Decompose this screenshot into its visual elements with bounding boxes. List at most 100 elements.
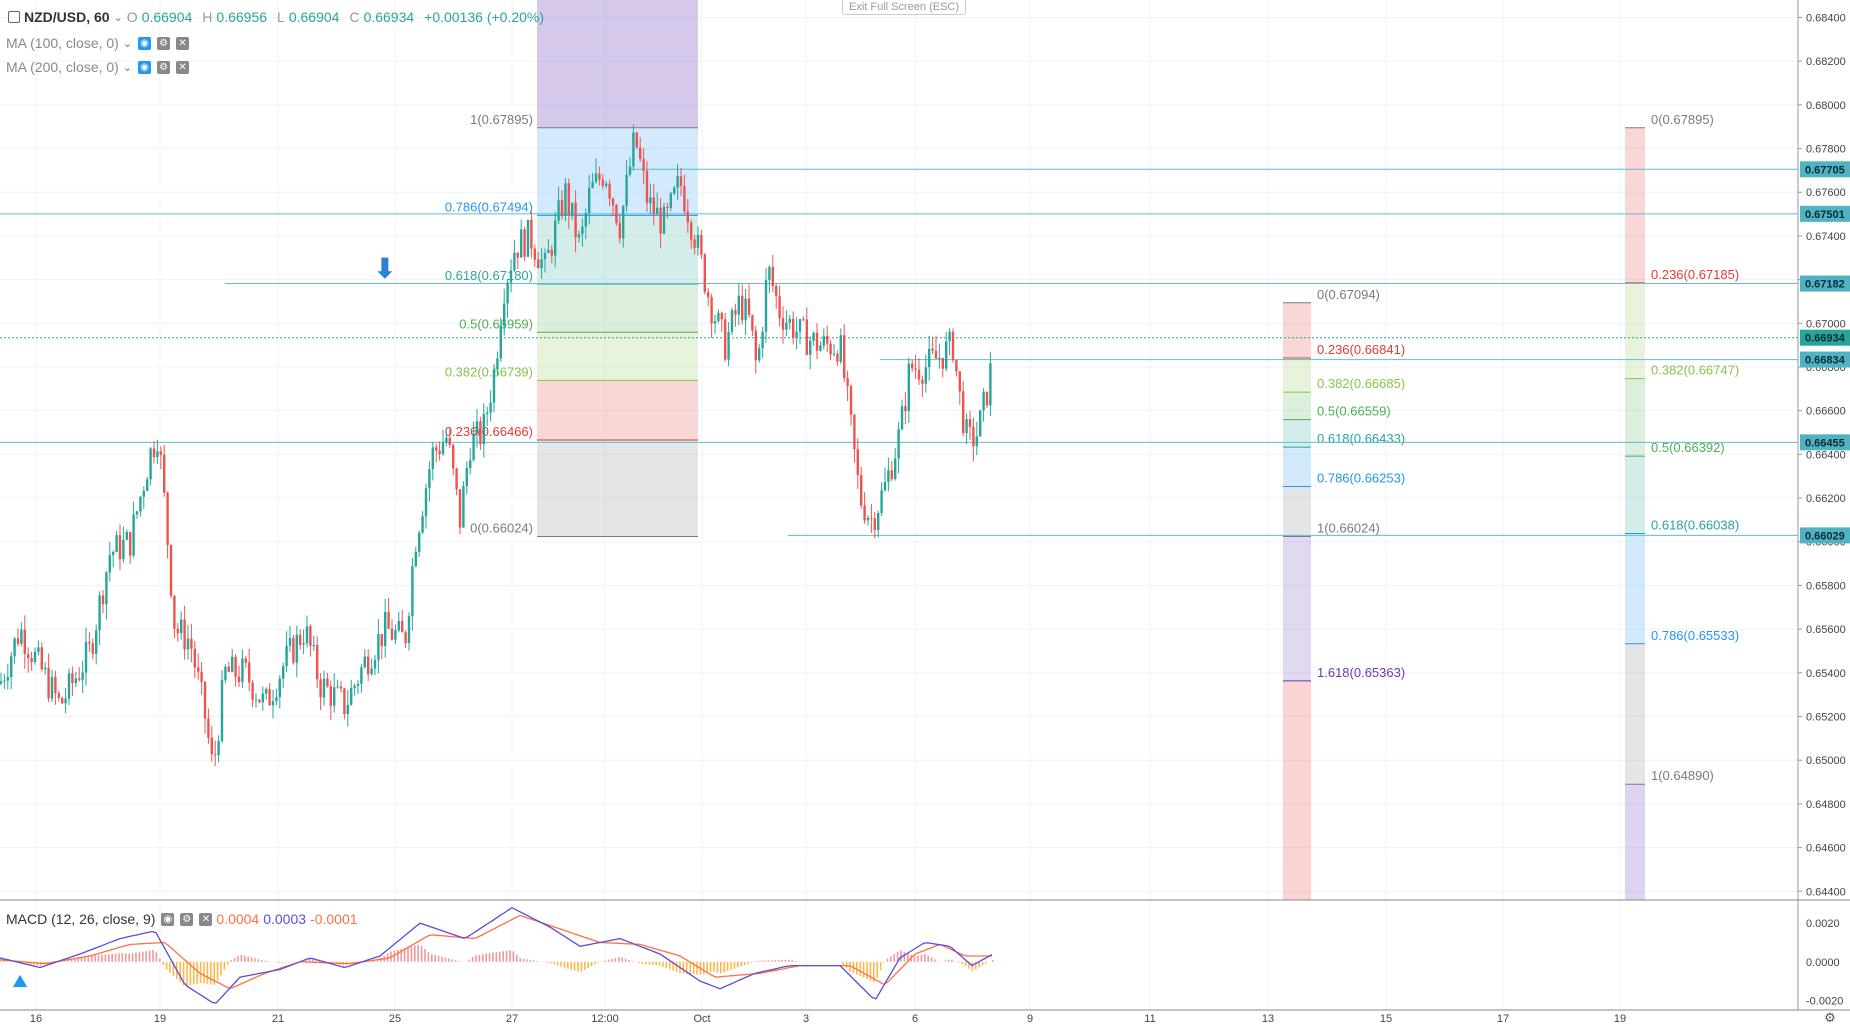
candle-body — [659, 207, 662, 234]
candle-body — [557, 200, 560, 221]
candle-body — [203, 682, 207, 719]
candle-body — [125, 531, 128, 540]
chevron-down-icon[interactable]: ⌄ — [113, 11, 123, 24]
fib-band — [537, 283, 698, 333]
ma200-label[interactable]: MA (200, close, 0) — [6, 59, 119, 75]
candle-body — [771, 267, 774, 286]
ma100-legend[interactable]: MA (100, close, 0) ⌄ ◉ ⚙ ✕ — [6, 35, 190, 51]
candle-body — [380, 633, 383, 647]
macd-tick-label: 0.0000 — [1806, 957, 1840, 969]
price-tick-label: 0.67800 — [1806, 144, 1846, 156]
candle-body — [441, 442, 445, 455]
candle-body — [904, 406, 907, 412]
close-icon[interactable]: ✕ — [176, 36, 190, 50]
candle-body — [839, 335, 842, 362]
fib-band — [1625, 533, 1645, 644]
macd-label[interactable]: MACD (12, 26, close, 9) — [6, 911, 156, 927]
candle-body — [411, 566, 414, 617]
candle-body — [778, 296, 781, 319]
collapse-icon[interactable] — [8, 11, 20, 23]
candle-body — [870, 517, 873, 519]
fib-level-label: 0.382(0.66747) — [1651, 363, 1739, 378]
eye-icon[interactable]: ◉ — [138, 60, 152, 74]
fib-level-label: 1(0.64890) — [1651, 768, 1714, 783]
candle-body — [200, 671, 203, 683]
candle-body — [849, 386, 853, 415]
fib-level-label: 0.236(0.66466) — [445, 424, 533, 439]
eye-icon[interactable]: ◉ — [138, 36, 152, 50]
candle-body — [479, 421, 482, 445]
candle-body — [152, 448, 156, 458]
candle-body — [812, 332, 815, 341]
symbol-legend: NZD/USD, 60 ⌄ O 0.66904 H 0.66956 L 0.66904… — [6, 9, 544, 25]
eye-icon[interactable]: ◉ — [161, 912, 175, 926]
price-tag-label: 0.66029 — [1805, 530, 1845, 542]
candle-body — [951, 331, 955, 361]
candle-body — [877, 513, 880, 531]
macd-tick-label: 0.0020 — [1806, 918, 1840, 930]
candle-body — [571, 202, 574, 215]
price-tick-label: 0.65200 — [1806, 712, 1846, 724]
candle-body — [537, 259, 540, 269]
candle-body — [941, 357, 944, 369]
candle-body — [407, 616, 411, 644]
gear-icon[interactable]: ⚙ — [180, 912, 194, 926]
candle-body — [105, 572, 108, 605]
candle-body — [897, 429, 900, 459]
macd-legend[interactable]: MACD (12, 26, close, 9) ◉ ⚙ ✕ 0.0004 0.0… — [6, 911, 358, 927]
candle-body — [860, 474, 863, 506]
candle-body — [533, 248, 536, 260]
candle-body — [656, 207, 659, 215]
candle-body — [880, 490, 883, 514]
chevron-down-icon[interactable]: ⌄ — [122, 37, 133, 50]
low-value: 0.66904 — [288, 9, 340, 25]
candle-body — [244, 658, 247, 663]
candle-body — [333, 687, 336, 706]
candle-body — [254, 699, 258, 701]
candle-body — [917, 369, 921, 380]
candle-body — [513, 252, 516, 271]
candle-body — [458, 489, 462, 528]
candle-body — [938, 357, 941, 359]
candle-body — [418, 532, 421, 552]
candle-body — [509, 270, 513, 283]
candle-body — [768, 267, 771, 281]
candle-body — [945, 341, 948, 369]
candle-body — [836, 353, 839, 362]
candle-body — [224, 666, 227, 681]
ma200-legend[interactable]: MA (200, close, 0) ⌄ ◉ ⚙ ✕ — [6, 59, 190, 75]
gear-icon[interactable]: ⚙ — [157, 36, 171, 50]
time-tick-label: 21 — [272, 1013, 284, 1025]
candle-body — [642, 159, 645, 171]
close-icon[interactable]: ✕ — [199, 912, 213, 926]
candle-body — [622, 205, 625, 239]
symbol-label[interactable]: NZD/USD, 60 — [24, 9, 110, 25]
time-tick-label: 3 — [803, 1013, 809, 1025]
candle-body — [190, 638, 193, 649]
price-tag-label: 0.67501 — [1805, 209, 1845, 221]
macd-line — [0, 906, 993, 1004]
candle-body — [13, 638, 16, 657]
chevron-down-icon[interactable]: ⌄ — [122, 61, 133, 74]
candle-body — [887, 470, 890, 483]
candle-body — [78, 678, 81, 680]
time-tick-label: 9 — [1027, 1013, 1033, 1025]
candle-body — [61, 697, 64, 704]
gear-icon[interactable]: ⚙ — [157, 60, 171, 74]
candle-body — [506, 282, 509, 304]
candle-body — [231, 656, 234, 672]
candle-body — [387, 611, 390, 629]
candle-body — [20, 629, 23, 644]
candle-body — [730, 310, 734, 332]
close-icon[interactable]: ✕ — [176, 60, 190, 74]
candle-body — [50, 676, 54, 699]
candle-body — [326, 678, 329, 687]
price-tick-label: 0.67400 — [1806, 231, 1846, 243]
candle-body — [210, 737, 213, 755]
ma100-label[interactable]: MA (100, close, 0) — [6, 35, 119, 51]
exit-fullscreen-button[interactable]: Exit Full Screen (ESC) — [842, 0, 967, 15]
fib-band — [1283, 486, 1311, 537]
candle-body — [268, 688, 271, 706]
